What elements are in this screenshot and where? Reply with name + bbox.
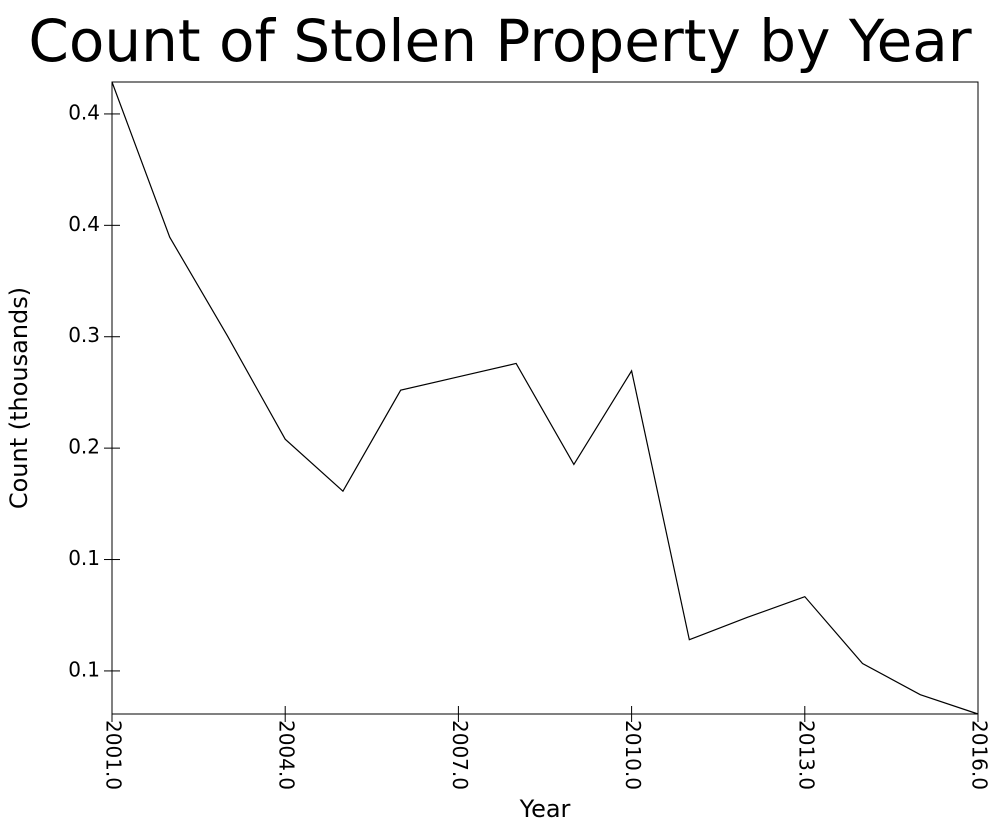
y-tick-label: 0.3 bbox=[68, 323, 100, 347]
y-tick-label: 0.4 bbox=[68, 100, 100, 124]
line bbox=[111, 81, 979, 715]
y-tick-label: 0.2 bbox=[68, 435, 100, 459]
x-tick-label: 2010.0 bbox=[621, 720, 645, 790]
x-tick-label: 2007.0 bbox=[448, 720, 472, 790]
y-tick-label: 0.1 bbox=[68, 546, 100, 570]
x-axis-label: Year bbox=[519, 795, 571, 823]
y-axis-label: Count (thousands) bbox=[5, 287, 33, 509]
x-tick-label: 2004.0 bbox=[275, 720, 299, 790]
y-tick-label: 0.4 bbox=[68, 212, 100, 236]
plot-frame bbox=[111, 81, 979, 715]
x-tick-label: 2001.0 bbox=[102, 720, 126, 790]
chart-title: Count of Stolen Property by Year bbox=[28, 7, 971, 75]
x-tick-label: 2016.0 bbox=[968, 720, 992, 790]
x-tick-label: 2013.0 bbox=[794, 720, 818, 790]
y-tick-label: 0.1 bbox=[68, 657, 100, 681]
